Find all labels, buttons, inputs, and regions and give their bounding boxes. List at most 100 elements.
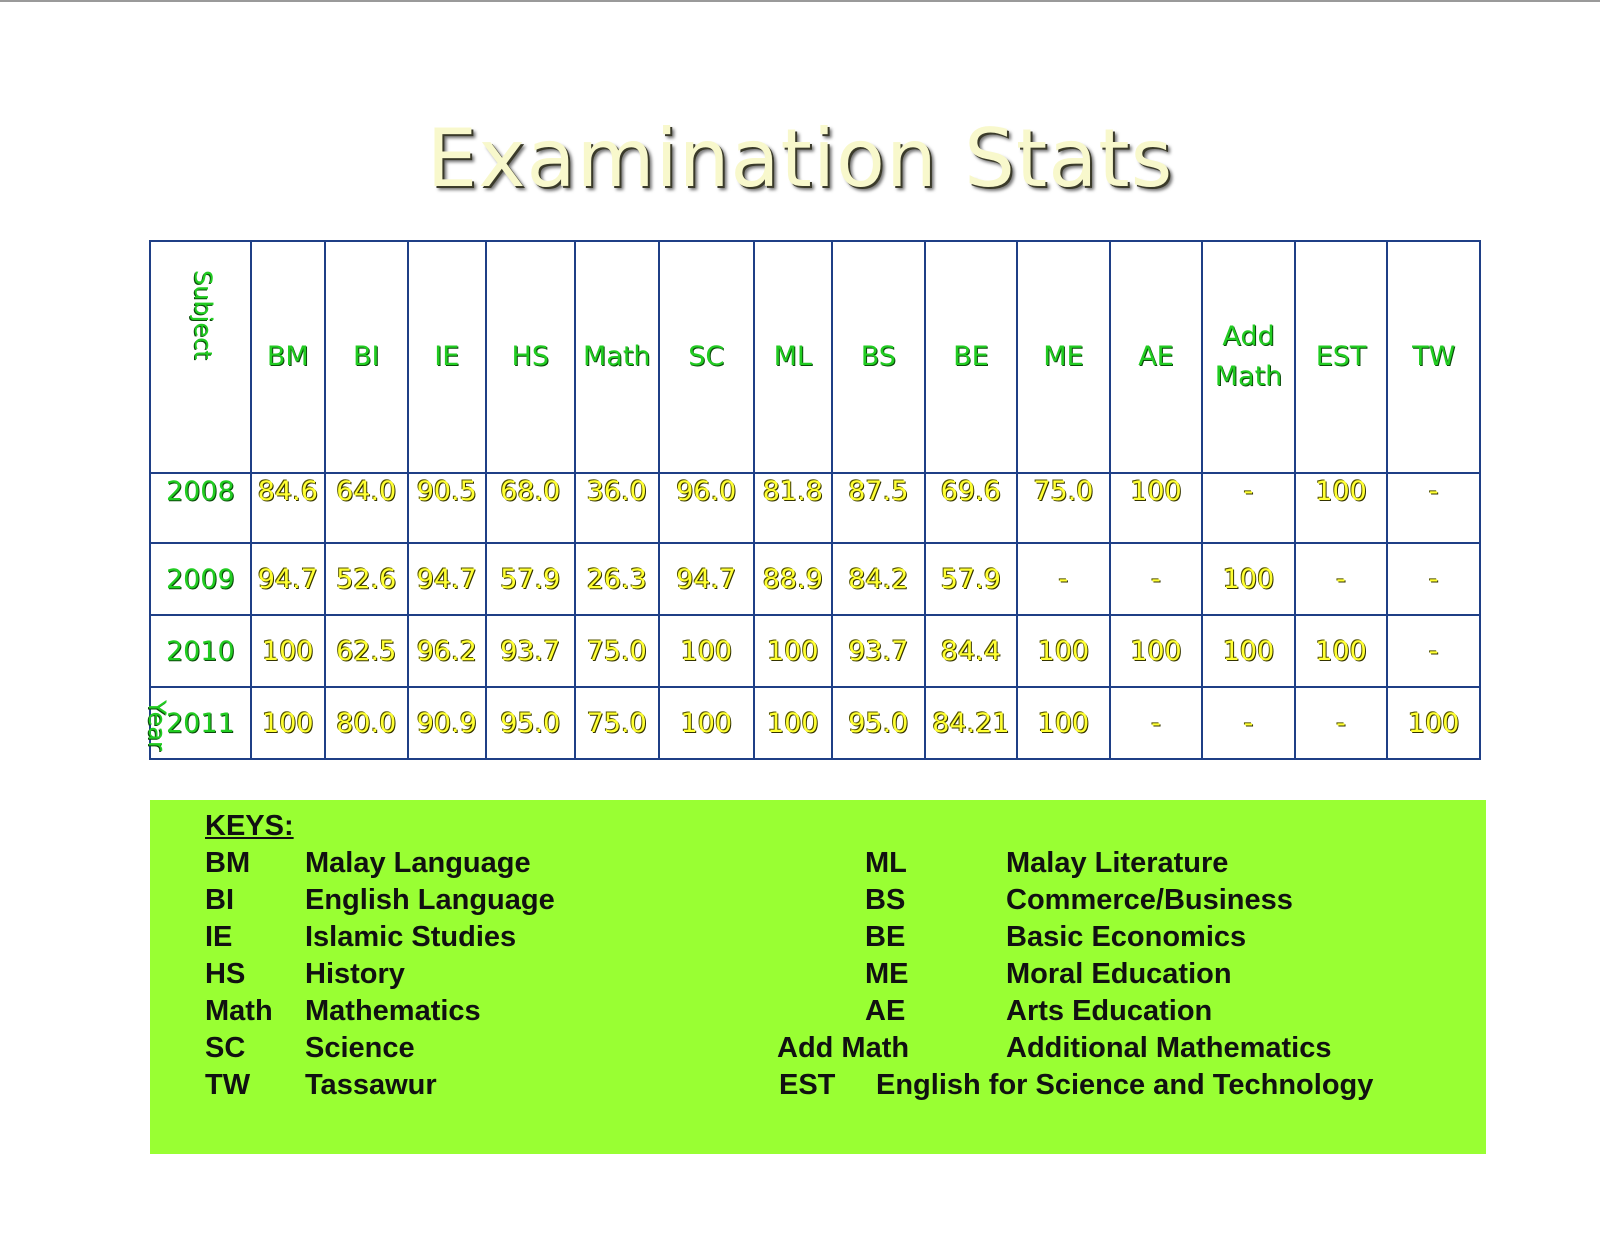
key-abbr: ME — [865, 958, 909, 990]
column-header-add-math: Add Math — [1201, 240, 1296, 474]
table-cell: 100 — [658, 686, 755, 760]
table-cell: 100 — [658, 614, 755, 688]
table-cell: 75.0 — [573, 686, 661, 760]
table-cell: 100 — [1386, 686, 1481, 760]
table-cell: - — [1108, 686, 1204, 760]
column-header-be: BE — [923, 240, 1019, 474]
key-abbr: SC — [205, 1032, 246, 1064]
table-cell: 57.9 — [923, 542, 1019, 616]
table-cell: 84.2 — [831, 542, 926, 616]
column-header-ml: ML — [752, 240, 834, 474]
table-cell: 75.0 — [1016, 472, 1111, 544]
table-cell: 100 — [1016, 686, 1111, 760]
key-meaning: English for Science and Technology — [876, 1069, 1374, 1101]
table-cell: 90.9 — [406, 686, 487, 760]
year-cell: 2011 — [149, 686, 252, 760]
table-cell: 52.6 — [324, 542, 409, 616]
key-abbr: IE — [205, 921, 233, 953]
key-abbr: BM — [205, 847, 251, 879]
key-meaning: Basic Economics — [1006, 921, 1247, 953]
column-header-ae: AE — [1108, 240, 1204, 474]
table-cell: 26.3 — [573, 542, 661, 616]
key-abbr: BI — [205, 884, 234, 916]
table-cell: 69.6 — [923, 472, 1019, 544]
table-cell: 100 — [1108, 472, 1204, 544]
key-meaning: Islamic Studies — [305, 921, 517, 953]
table-cell: 36.0 — [573, 472, 661, 544]
page-title: Examination Stats — [426, 112, 1174, 205]
table-cell: 87.5 — [831, 472, 926, 544]
table-cell: 94.7 — [406, 542, 487, 616]
column-header-bs: BS — [831, 240, 926, 474]
table-cell: 84.6 — [249, 472, 327, 544]
table-cell: 64.0 — [324, 472, 409, 544]
keys-panel: KEYS: BM Malay Language BI English Langu… — [150, 800, 1486, 1154]
table-cell: - — [1293, 686, 1389, 760]
key-meaning: Tassawur — [305, 1069, 437, 1101]
table-cell: 75.0 — [573, 614, 661, 688]
table-cell: 100 — [752, 614, 834, 688]
table-cell: - — [1386, 542, 1481, 616]
key-abbr: BE — [865, 921, 906, 953]
table-cell: 84.21 — [923, 686, 1019, 760]
table-cell: 95.0 — [484, 686, 576, 760]
column-header-bi: BI — [324, 240, 409, 474]
table-cell: 100 — [1293, 472, 1389, 544]
year-axis-label: Year — [143, 700, 171, 751]
table-cell: 100 — [1201, 614, 1296, 688]
table-row-2011: 2011 100 80.0 90.9 95.0 75.0 100 100 95.… — [149, 686, 1481, 760]
column-header-sc: SC — [658, 240, 755, 474]
column-header-math: Math — [573, 240, 661, 474]
column-header-tw: TW — [1386, 240, 1481, 474]
column-header-hs: HS — [484, 240, 576, 474]
key-meaning: Malay Language — [305, 847, 531, 879]
column-header-me: ME — [1016, 240, 1111, 474]
key-abbr: HS — [205, 958, 246, 990]
table-cell: 62.5 — [324, 614, 409, 688]
table-cell: - — [1108, 542, 1204, 616]
keys-heading: KEYS: — [205, 810, 294, 842]
table-cell: 96.0 — [658, 472, 755, 544]
table-cell: 94.7 — [249, 542, 327, 616]
table-row-2009: 2009 94.7 52.6 94.7 57.9 26.3 94.7 88.9 … — [149, 542, 1481, 616]
table-cell: - — [1201, 686, 1296, 760]
table-cell: 90.5 — [406, 472, 487, 544]
key-meaning: English Language — [305, 884, 555, 916]
table-row-2008: 2008 84.6 64.0 90.5 68.0 36.0 96.0 81.8 … — [149, 472, 1481, 544]
key-meaning: Mathematics — [305, 995, 481, 1027]
corner-cell: Subject Year — [143, 240, 252, 751]
key-meaning: Malay Literature — [1006, 847, 1229, 879]
key-abbr: EST — [779, 1069, 836, 1101]
key-abbr: ML — [865, 847, 907, 879]
key-abbr: AE — [865, 995, 906, 1027]
table-cell: - — [1016, 542, 1111, 616]
table-cell: 100 — [249, 614, 327, 688]
column-header-bm: BM — [249, 240, 327, 474]
key-meaning: Commerce/Business — [1006, 884, 1293, 916]
key-abbr: TW — [205, 1069, 251, 1101]
table-cell: - — [1293, 542, 1389, 616]
key-meaning: Science — [305, 1032, 415, 1064]
table-cell: - — [1386, 614, 1481, 688]
header-row: Subject Year BM BI IE HS Math SC ML BS B… — [143, 240, 1481, 751]
key-meaning: History — [305, 958, 405, 990]
table-row-2010: 2010 100 62.5 96.2 93.7 75.0 100 100 93.… — [149, 614, 1481, 688]
table-cell: 80.0 — [324, 686, 409, 760]
key-abbr: Math — [205, 995, 273, 1027]
table-cell: 100 — [752, 686, 834, 760]
table-cell: 93.7 — [484, 614, 576, 688]
table-cell: 93.7 — [831, 614, 926, 688]
table-cell: 81.8 — [752, 472, 834, 544]
table-cell: 57.9 — [484, 542, 576, 616]
year-cell: 2009 — [149, 542, 252, 616]
table-cell: 100 — [1016, 614, 1111, 688]
exam-stats-table: Subject Year BM BI IE HS Math SC ML BS B… — [143, 240, 1481, 760]
column-header-est: EST — [1293, 240, 1389, 474]
key-abbr: Add Math — [777, 1032, 910, 1064]
subject-axis-label: Subject — [189, 270, 217, 360]
key-meaning: Arts Education — [1006, 995, 1213, 1027]
column-header-ie: IE — [406, 240, 487, 474]
year-cell: 2010 — [149, 614, 252, 688]
key-meaning: Moral Education — [1006, 958, 1232, 990]
table-cell: 94.7 — [658, 542, 755, 616]
